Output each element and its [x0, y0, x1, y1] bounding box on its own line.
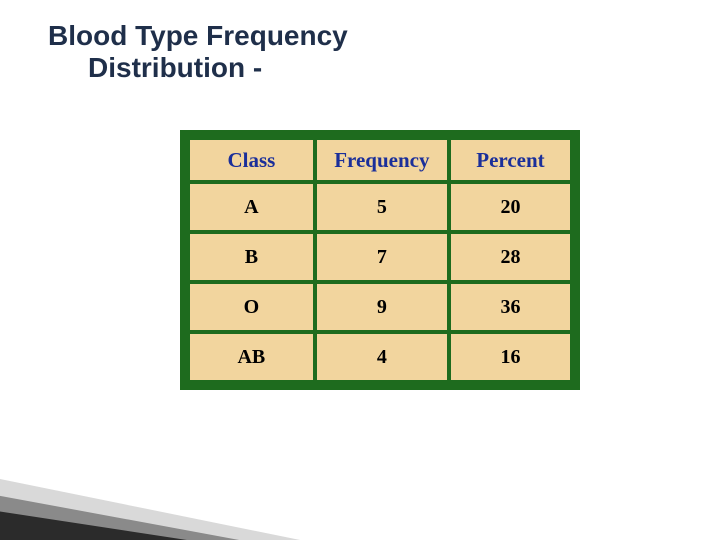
- table-row: O 9 36: [190, 284, 570, 330]
- title-line-1: Blood Type Frequency: [48, 20, 348, 52]
- cell-class: AB: [190, 334, 313, 380]
- frequency-table: Class Frequency Percent A 5 20 B 7 28 O …: [186, 136, 574, 384]
- cell-percent: 16: [451, 334, 570, 380]
- cell-frequency: 5: [317, 184, 447, 230]
- cell-frequency: 4: [317, 334, 447, 380]
- header-percent: Percent: [451, 140, 570, 180]
- cell-class: A: [190, 184, 313, 230]
- decorative-swoosh-icon: [0, 392, 310, 540]
- cell-class: O: [190, 284, 313, 330]
- table-row: AB 4 16: [190, 334, 570, 380]
- cell-percent: 28: [451, 234, 570, 280]
- cell-frequency: 9: [317, 284, 447, 330]
- table-row: A 5 20: [190, 184, 570, 230]
- cell-frequency: 7: [317, 234, 447, 280]
- cell-class: B: [190, 234, 313, 280]
- cell-percent: 20: [451, 184, 570, 230]
- table-header-row: Class Frequency Percent: [190, 140, 570, 180]
- header-class: Class: [190, 140, 313, 180]
- page-title: Blood Type Frequency Distribution -: [48, 20, 348, 84]
- frequency-table-container: Class Frequency Percent A 5 20 B 7 28 O …: [180, 130, 580, 390]
- cell-percent: 36: [451, 284, 570, 330]
- table-row: B 7 28: [190, 234, 570, 280]
- title-line-2: Distribution -: [48, 52, 348, 84]
- header-frequency: Frequency: [317, 140, 447, 180]
